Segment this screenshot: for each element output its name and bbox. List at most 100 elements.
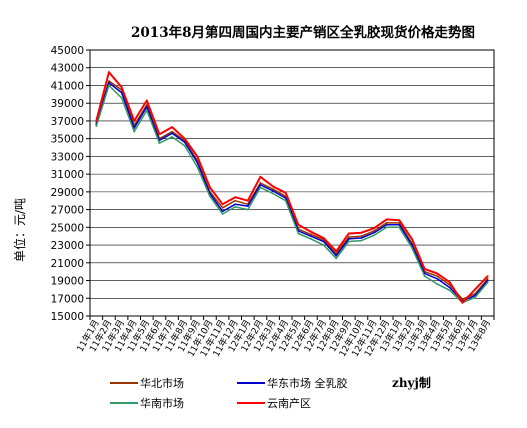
- data-point: [120, 96, 123, 99]
- data-point: [385, 222, 388, 224]
- y-tick-label: 29000: [51, 187, 84, 199]
- data-point: [171, 126, 173, 129]
- data-point: [183, 137, 186, 140]
- data-point: [411, 237, 413, 240]
- data-point: [373, 227, 375, 230]
- data-point: [411, 246, 413, 249]
- legend-label: 华南市场: [140, 396, 184, 410]
- y-tick-label: 39000: [51, 98, 84, 110]
- data-point: [436, 272, 439, 275]
- data-point: [95, 125, 98, 128]
- data-point: [322, 237, 325, 239]
- data-point: [322, 240, 325, 243]
- legend-label: 华东市场 全乳胶: [267, 376, 348, 390]
- data-point: [183, 141, 186, 144]
- y-tick-label: 43000: [51, 63, 84, 75]
- data-point: [246, 205, 249, 207]
- data-point: [284, 197, 287, 199]
- y-tick-label: 17000: [51, 293, 84, 305]
- y-axis-label: 单位：元/吨: [12, 198, 27, 262]
- y-tick-label: 27000: [51, 205, 84, 217]
- series-3: [95, 84, 489, 304]
- data-point: [246, 199, 249, 202]
- data-point: [120, 91, 123, 94]
- data-point: [360, 235, 363, 238]
- data-point: [322, 244, 325, 246]
- data-point: [436, 275, 439, 277]
- data-point: [448, 281, 451, 284]
- data-point: [310, 237, 312, 240]
- data-point: [310, 235, 312, 238]
- data-point: [259, 183, 262, 186]
- data-point: [347, 232, 350, 235]
- data-point: [145, 105, 148, 108]
- y-tick-label: 37000: [51, 116, 84, 128]
- legend-item: 华北市场: [110, 376, 184, 390]
- data-point: [221, 203, 224, 206]
- y-tick-label: 15000: [51, 311, 84, 323]
- data-point: [436, 277, 439, 280]
- data-point: [196, 161, 199, 164]
- data-point: [398, 219, 401, 222]
- data-point: [360, 237, 363, 239]
- data-point: [259, 175, 262, 178]
- data-point: [221, 213, 224, 215]
- y-tick-label: 45000: [51, 45, 84, 57]
- data-point: [347, 237, 350, 240]
- data-point: [448, 286, 451, 289]
- data-point: [234, 199, 237, 202]
- data-point: [196, 155, 199, 158]
- author-annotation: zhyj制: [392, 375, 431, 390]
- series-line: [95, 71, 489, 304]
- legend-label: 云南产区: [267, 396, 311, 410]
- y-tick-label: 23000: [51, 240, 84, 252]
- data-point: [158, 142, 161, 145]
- series-lines: [95, 71, 489, 304]
- data-point: [221, 206, 224, 209]
- data-point: [171, 132, 173, 135]
- data-point: [398, 223, 401, 226]
- data-point: [272, 188, 274, 191]
- y-tick-label: 33000: [51, 151, 84, 163]
- series-line: [95, 82, 489, 302]
- data-point: [385, 223, 388, 226]
- chart-title: 2013年8月第四周国内主要产销区全乳胶现货价格走势图: [131, 24, 475, 41]
- data-point: [373, 229, 375, 232]
- x-axis-ticks: 11年1月11年2月11年3月11年4月11年5月11年6月11年7月11年8月…: [74, 316, 495, 359]
- data-point: [310, 230, 312, 233]
- data-point: [373, 231, 375, 234]
- data-point: [259, 186, 262, 189]
- series-line: [95, 84, 489, 304]
- data-point: [234, 206, 237, 208]
- data-point: [385, 226, 388, 229]
- data-point: [234, 196, 237, 199]
- data-point: [272, 185, 274, 188]
- data-point: [284, 191, 287, 194]
- series-4: [95, 71, 489, 304]
- data-point: [120, 86, 123, 89]
- data-point: [171, 130, 173, 133]
- data-point: [486, 279, 489, 282]
- data-point: [158, 133, 161, 136]
- data-point: [209, 195, 211, 198]
- y-tick-label: 31000: [51, 169, 84, 181]
- data-point: [133, 130, 136, 133]
- data-point: [310, 233, 312, 236]
- legend-item: 云南产区: [237, 396, 311, 410]
- data-point: [486, 281, 489, 284]
- data-point: [272, 192, 274, 195]
- data-point: [284, 199, 287, 202]
- data-point: [423, 275, 426, 277]
- legend-label: 华北市场: [140, 376, 184, 390]
- data-point: [347, 236, 350, 238]
- y-tick-label: 19000: [51, 276, 84, 288]
- data-point: [486, 277, 489, 280]
- series-2: [95, 81, 489, 302]
- data-point: [133, 120, 136, 122]
- legend-item: 华南市场: [110, 396, 184, 410]
- data-point: [398, 226, 401, 229]
- data-point: [171, 135, 173, 138]
- y-tick-label: 21000: [51, 258, 84, 270]
